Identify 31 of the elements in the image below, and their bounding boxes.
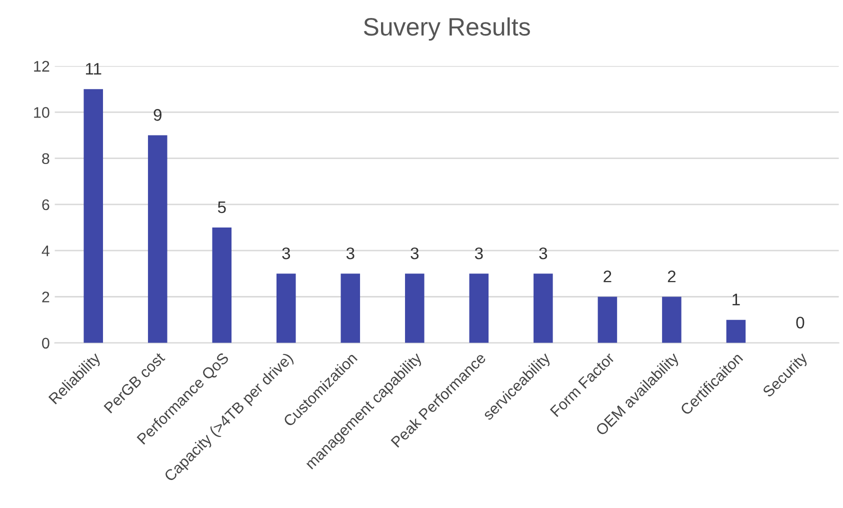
data-label: 3 [282,247,290,260]
bar [212,228,232,343]
data-label: 3 [346,247,354,260]
bar [534,274,553,343]
data-label: 0 [796,316,804,328]
data-label: 9 [154,109,162,121]
data-label: 1 [732,294,740,306]
bar [405,274,424,343]
bar [726,320,746,343]
bar [84,89,103,343]
data-label: 3 [410,247,419,260]
data-label: 3 [539,247,548,260]
bar [662,296,682,343]
data-label: 11 [86,63,102,75]
data-label: 5 [218,202,226,214]
bar [148,135,168,343]
bar [276,274,296,343]
y-tick-label: 8 [42,153,50,164]
y-tick-label: 4 [42,246,50,256]
y-tick-label: 6 [42,199,50,210]
data-label: 2 [668,270,676,282]
y-tick-label: 12 [34,60,50,72]
chart-title: Suvery Results [364,17,530,41]
y-tick-label: 2 [42,292,50,302]
y-tick-label: 10 [34,107,50,118]
data-label: 3 [474,247,483,260]
bar [598,296,618,343]
bar [469,274,489,343]
bar [340,274,360,343]
data-label: 2 [604,270,612,282]
y-tick-label: 0 [42,338,50,349]
